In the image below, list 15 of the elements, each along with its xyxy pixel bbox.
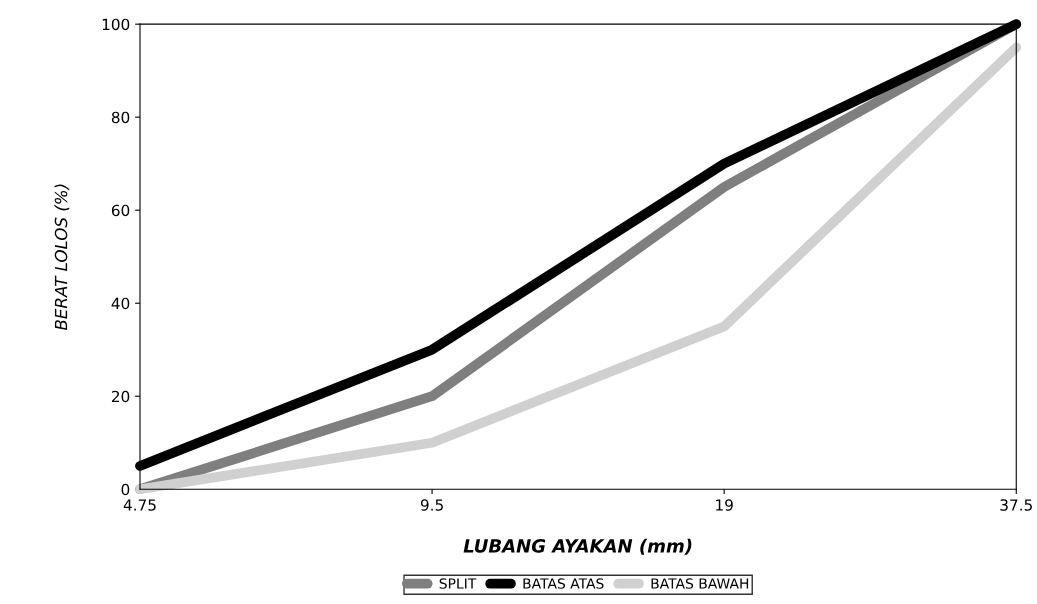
x-tick-label: 4.75 bbox=[123, 499, 156, 511]
y-tick-label: 0 bbox=[121, 483, 130, 496]
x-tick-label: 9.5 bbox=[420, 499, 443, 511]
y-tick-label: 60 bbox=[111, 204, 130, 217]
x-axis-title: LUBANG AYAKAN (mm) bbox=[463, 538, 692, 555]
x-tick-label: 19 bbox=[716, 499, 733, 511]
legend-label: BATAS ATAS bbox=[523, 578, 604, 589]
legend-label: SPLIT bbox=[439, 578, 477, 589]
y-tick-label: 80 bbox=[111, 111, 130, 124]
y-tick-label: 40 bbox=[111, 297, 130, 310]
x-tick-label: 37.5 bbox=[1000, 499, 1032, 511]
y-tick-label: 20 bbox=[111, 390, 130, 403]
y-axis-title: BERAT LOLOS (%) bbox=[54, 184, 70, 331]
y-tick-label: 100 bbox=[102, 18, 130, 31]
legend-label: BATAS BAWAH bbox=[651, 578, 749, 589]
